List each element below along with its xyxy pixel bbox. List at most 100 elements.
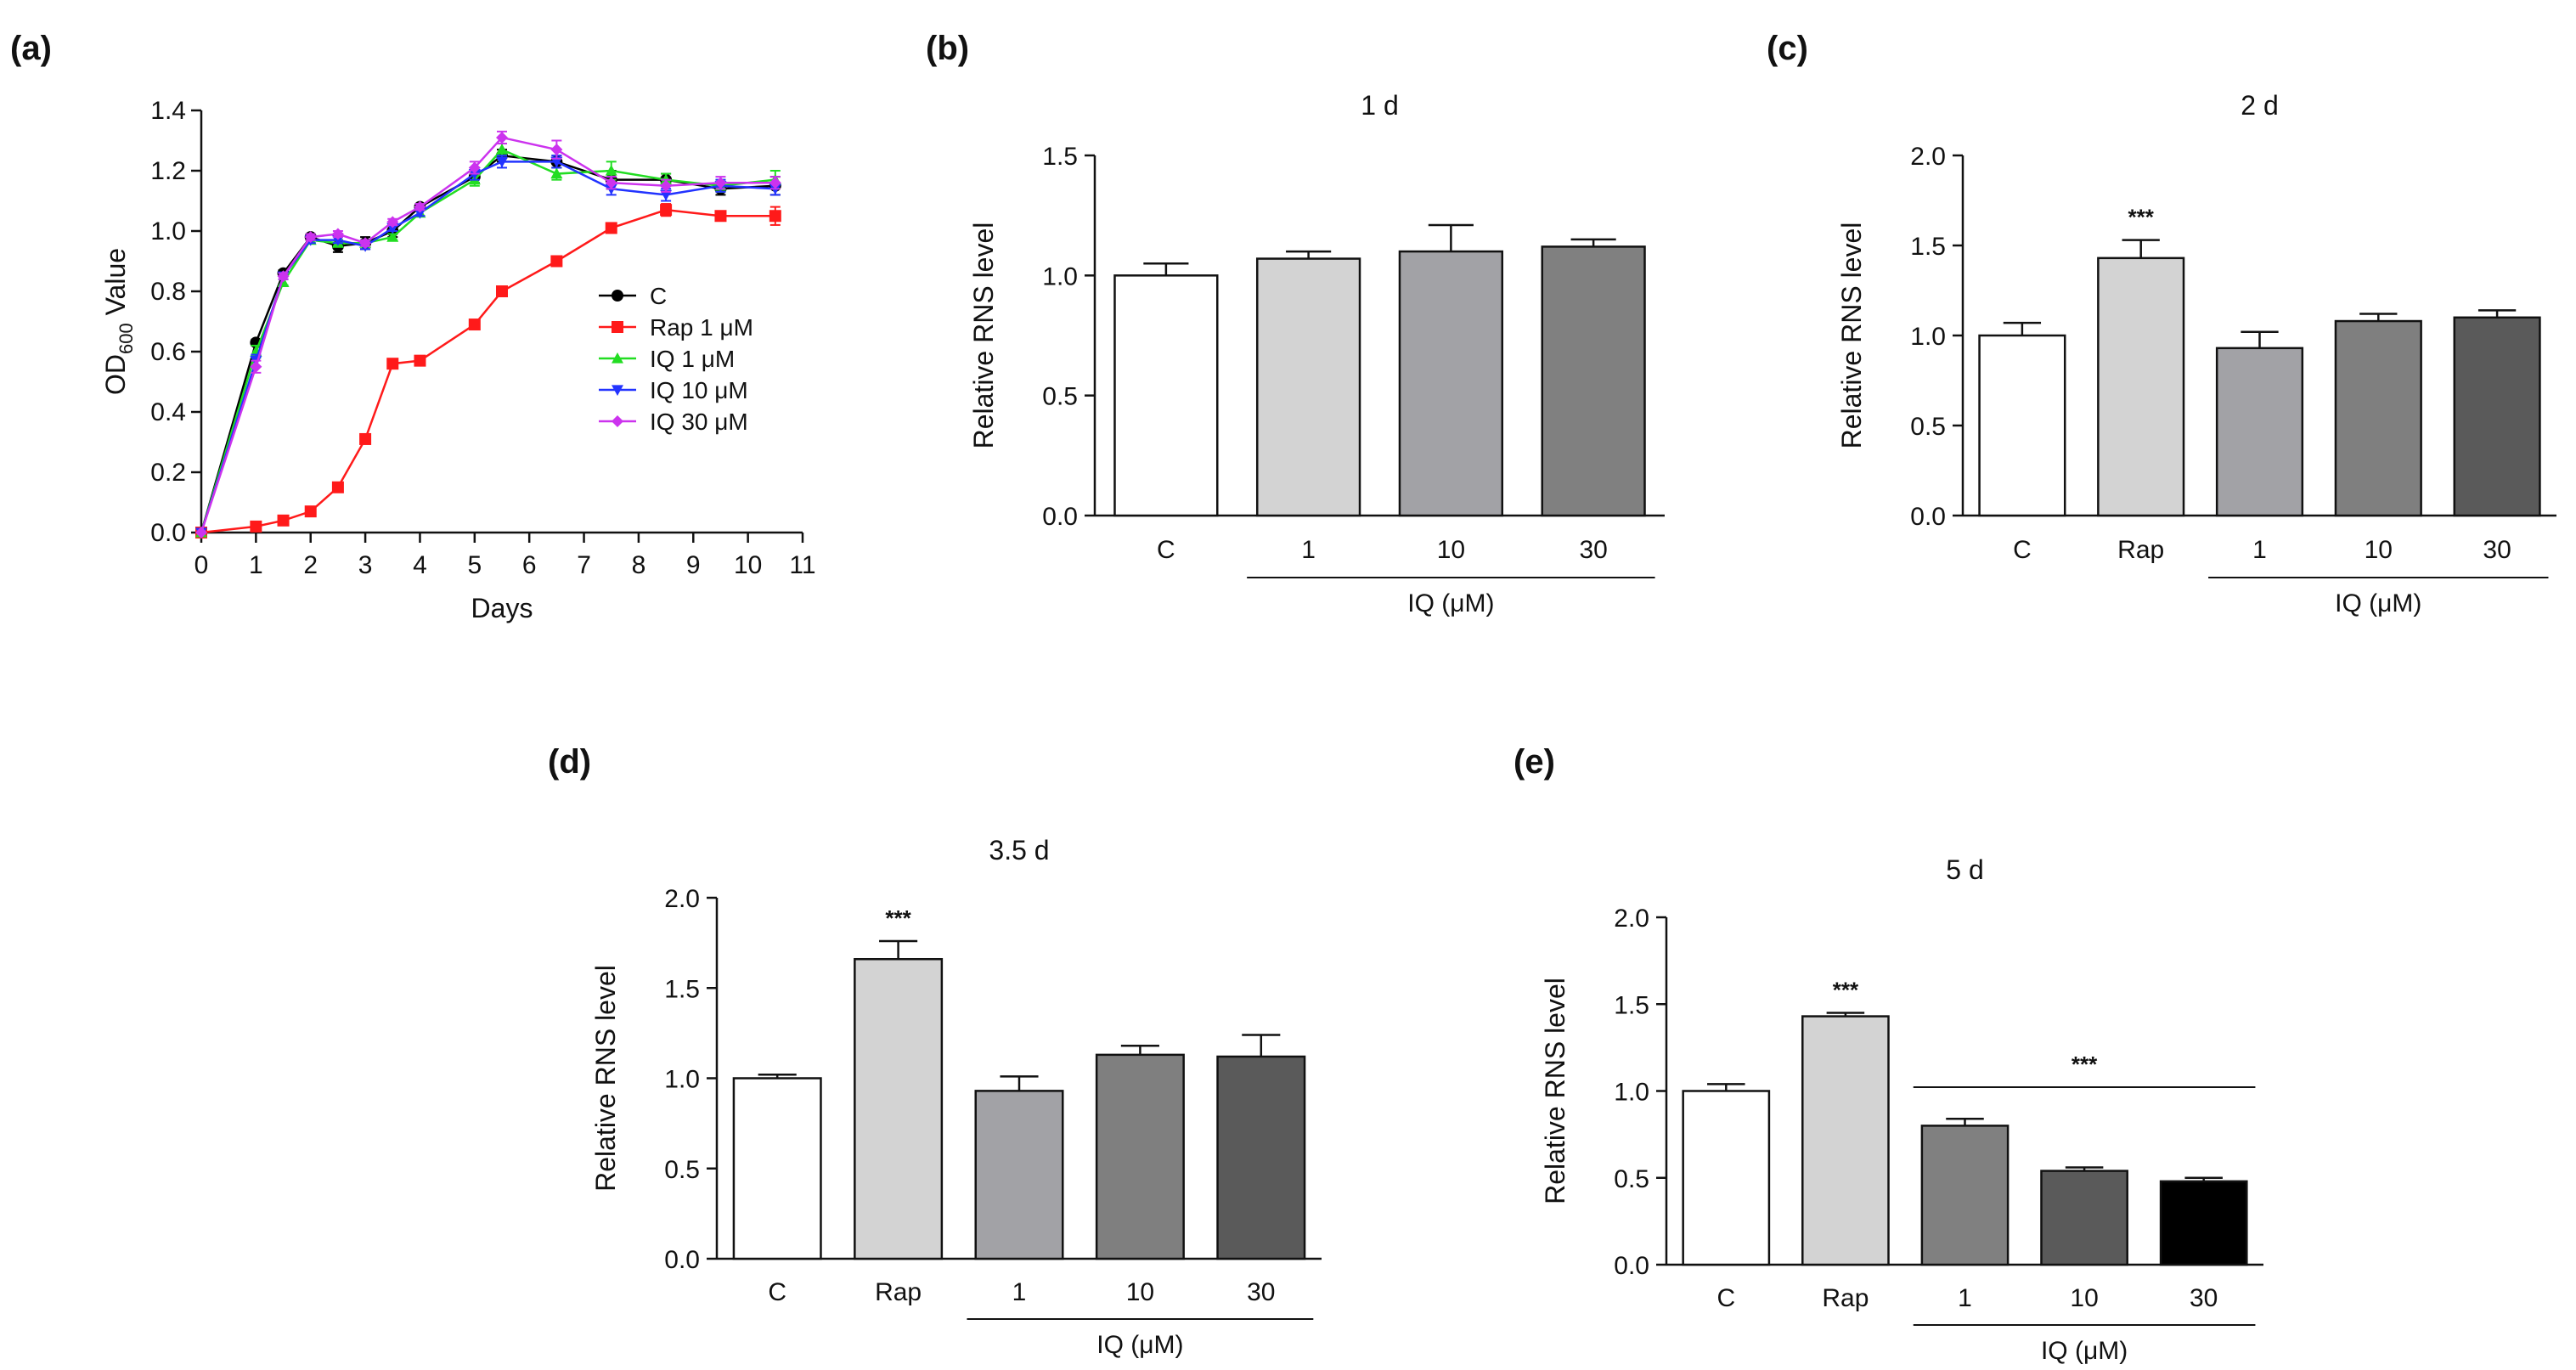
y-tick-label: 1.5 [664, 975, 700, 1003]
bar-Rap [2097, 257, 2185, 517]
bar-C [1113, 274, 1219, 517]
data-point [550, 156, 563, 168]
data-point [331, 235, 344, 246]
legend-entry: IQ 1 μM [650, 346, 735, 372]
category-label: 1 [1958, 1284, 1972, 1312]
y-label-main: OD [100, 354, 131, 395]
y-tick-label: 2.0 [1614, 905, 1649, 933]
x-tick-label: 4 [413, 551, 427, 579]
data-point [468, 319, 481, 331]
bar-C [732, 1077, 822, 1260]
category-label: 30 [2483, 536, 2511, 564]
data-point [714, 177, 727, 189]
group-label: IQ (μM) [2335, 589, 2421, 617]
data-point [605, 222, 617, 234]
data-point [386, 216, 399, 228]
bar-Rap [1801, 1015, 1890, 1266]
data-point [660, 189, 673, 201]
data-point [414, 200, 426, 213]
y-tick-label: 2.0 [1910, 143, 1946, 171]
bar-30 [2159, 1180, 2248, 1266]
panel-a: (a) 0.0 0.2 0.4 0.6 0.8 1.0 1.2 1.4 0 1 2 3 4 5 6 7 8 9 10 1… [10, 30, 816, 623]
chart-title: 5 d [1946, 854, 1983, 885]
category-label: C [2013, 536, 2032, 564]
panel-label: (d) [548, 743, 591, 781]
data-point [496, 156, 508, 168]
legend-entry: C [650, 283, 667, 309]
data-point [550, 144, 563, 156]
y-tick-label: 1.0 [150, 217, 186, 245]
bar-1 [1920, 1125, 2010, 1266]
data-point [386, 231, 399, 242]
y-tick-label: 0.5 [1910, 413, 1946, 441]
data-point [414, 354, 426, 367]
y-tick-label: 0.0 [1042, 503, 1078, 531]
bar-1 [974, 1090, 1064, 1260]
data-point [496, 144, 508, 155]
category-label: 30 [2190, 1284, 2218, 1312]
y-tick-label: 0.0 [1910, 503, 1946, 531]
group-label: IQ (μM) [1407, 589, 1494, 617]
data-point [386, 223, 399, 234]
y-tick-label: 0.5 [1042, 383, 1078, 411]
data-point [359, 432, 372, 445]
y-tick-label: 1.0 [1614, 1079, 1649, 1107]
bar-10 [2334, 319, 2422, 517]
category-label: Rap [1822, 1284, 1869, 1312]
data-point [605, 165, 617, 176]
data-point [331, 481, 344, 493]
series-line [200, 148, 775, 533]
y-tick-label: 1.0 [664, 1066, 700, 1094]
data-point [496, 285, 508, 297]
panel-c: (c) 2 d 0.0 0.5 1.0 1.5 2.0 Relative RNS level C… [1767, 30, 2556, 617]
y-tick-label: 0.0 [664, 1246, 700, 1274]
bar-10 [2040, 1170, 2128, 1266]
y-axis-label: Relative RNS level [968, 223, 999, 449]
bar-1 [2215, 347, 2304, 517]
data-point [386, 358, 399, 370]
y-tick-label: 1.4 [150, 97, 186, 125]
category-label: 1 [1012, 1278, 1027, 1306]
data-point [769, 177, 781, 189]
panel-label: (a) [10, 30, 52, 67]
x-tick-label: 11 [789, 551, 815, 579]
category-label: 1 [2252, 536, 2267, 564]
data-point [612, 321, 623, 333]
y-tick-label: 1.5 [1910, 233, 1946, 261]
bar-1 [1255, 257, 1361, 517]
category-label: Rap [2117, 536, 2164, 564]
y-tick-label: 1.0 [1042, 262, 1078, 290]
y-tick-label: 2.0 [664, 885, 700, 913]
x-tick-label: 1 [249, 551, 263, 579]
panel-label: (b) [926, 30, 969, 67]
y-tick-label: 1.2 [150, 157, 186, 185]
data-point [550, 255, 563, 268]
y-tick-label: 0.0 [150, 519, 186, 547]
y-tick-label: 0.2 [150, 459, 186, 487]
data-point [304, 505, 317, 518]
series-C [195, 149, 781, 538]
y-tick-label: 0.8 [150, 278, 186, 306]
panel-e: (e) 5 d 0.0 0.5 1.0 1.5 2.0 Relative RNS level C… [1513, 743, 2263, 1365]
category-label: 30 [1247, 1278, 1275, 1306]
y-tick-label: 0.5 [1614, 1165, 1649, 1193]
group-label: IQ (μM) [1096, 1331, 1183, 1359]
x-tick-label: 10 [734, 551, 762, 579]
y-tick-label: 0.4 [150, 398, 186, 426]
data-point [331, 228, 344, 240]
category-label: 10 [2070, 1284, 2098, 1312]
data-point [304, 231, 317, 244]
x-tick-label: 2 [303, 551, 318, 579]
x-tick-label: 0 [194, 551, 209, 579]
series-Rap [195, 203, 781, 538]
y-axis-label: Relative RNS level [1540, 978, 1570, 1204]
bar-10 [1398, 250, 1504, 517]
data-point [496, 131, 508, 144]
x-tick-label: 8 [632, 551, 646, 579]
y-label-rest: Value [100, 248, 131, 323]
significance-marker: *** [885, 905, 911, 931]
data-point [612, 290, 623, 302]
data-point [359, 237, 372, 250]
series-IQ30 [195, 130, 781, 538]
significance-marker: *** [2128, 205, 2155, 230]
